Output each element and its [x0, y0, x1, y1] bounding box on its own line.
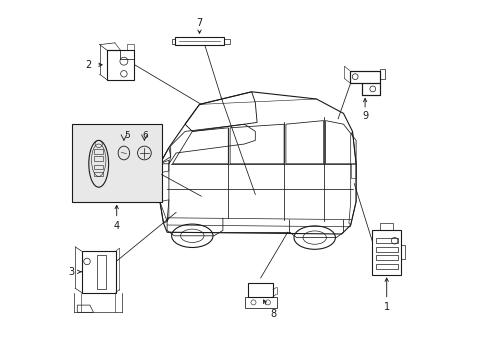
Bar	[72, 124, 162, 202]
Text: 7: 7	[196, 18, 202, 28]
Bar	[248, 283, 272, 297]
Text: 3: 3	[68, 267, 75, 277]
Bar	[224, 39, 230, 44]
Bar	[375, 238, 397, 243]
Bar	[81, 251, 116, 292]
Bar	[375, 256, 397, 261]
Bar	[375, 264, 397, 269]
Bar	[127, 44, 134, 50]
Bar	[380, 223, 392, 230]
Bar	[120, 50, 134, 59]
Bar	[400, 245, 404, 259]
Bar	[375, 247, 397, 252]
Bar	[106, 50, 134, 80]
Text: 8: 8	[270, 309, 276, 319]
Text: 1: 1	[383, 302, 389, 312]
Bar	[371, 230, 400, 274]
Text: 4: 4	[113, 221, 120, 231]
Bar	[94, 149, 103, 154]
Bar	[361, 83, 380, 95]
Text: 5: 5	[124, 130, 130, 139]
Bar	[94, 165, 103, 169]
Text: 2: 2	[84, 60, 91, 70]
Bar	[172, 39, 175, 44]
Bar	[94, 156, 103, 161]
Text: 9: 9	[361, 111, 367, 121]
Bar	[380, 69, 384, 79]
Bar	[97, 255, 106, 289]
Bar	[244, 297, 276, 308]
Bar	[175, 37, 224, 45]
Bar	[349, 71, 380, 83]
Bar	[94, 172, 103, 176]
Text: 6: 6	[142, 130, 148, 139]
